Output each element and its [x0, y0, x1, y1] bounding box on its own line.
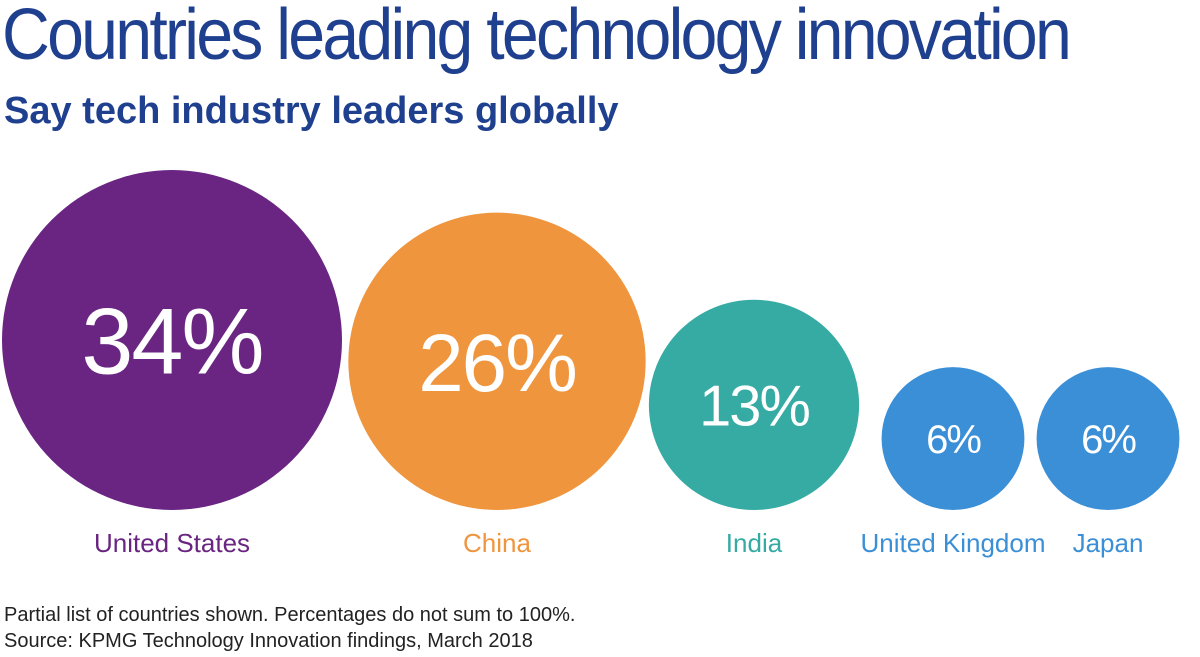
- bubble-india: [648, 299, 860, 510]
- country-label-united-kingdom: United Kingdom: [861, 528, 1046, 558]
- chart-title: Countries leading technology innovation: [2, 0, 1072, 75]
- value-label-united-kingdom: 6%: [926, 418, 981, 462]
- bubble-chart: 34% United States 26% China 13% India 6% United…: [2, 170, 1180, 558]
- value-label-china: 26%: [418, 318, 576, 409]
- value-label-india: 13%: [699, 375, 809, 439]
- value-label-japan: 6%: [1081, 418, 1136, 462]
- bubble-japan: [1036, 367, 1180, 510]
- value-label-united-states: 34%: [81, 289, 262, 394]
- country-label-china: China: [463, 528, 531, 558]
- bubble-united-states: [2, 170, 342, 510]
- country-label-india: India: [726, 528, 783, 558]
- footnote-source: Source: KPMG Technology Innovation findi…: [4, 630, 533, 652]
- bubble-united-kingdom: [881, 367, 1025, 510]
- country-label-japan: Japan: [1073, 528, 1144, 558]
- footnote-note: Partial list of countries shown. Percent…: [4, 604, 576, 626]
- country-label-united-states: United States: [94, 528, 250, 558]
- bubble-china: [348, 212, 646, 510]
- chart-subtitle: Say tech industry leaders globally: [4, 90, 619, 132]
